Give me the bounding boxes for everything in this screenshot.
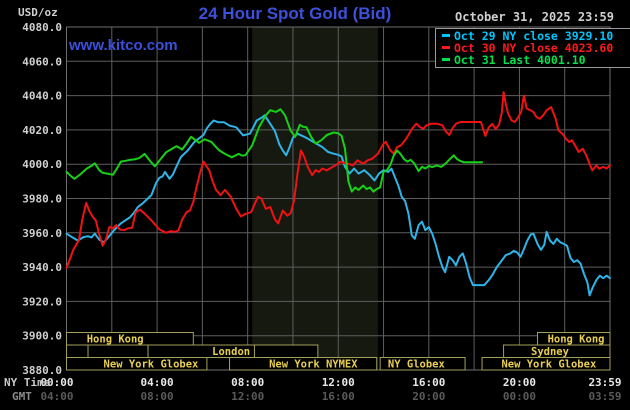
x-tick-ny-time: 20:00: [503, 376, 536, 389]
session-label: Hong Kong: [87, 334, 144, 346]
session-label: Hong Kong: [548, 334, 605, 346]
y-tick-label: 3960.0: [22, 227, 62, 240]
y-tick-label: 3920.0: [22, 295, 62, 308]
oct31-line-swatch-icon: [442, 58, 450, 61]
x-tick-ny-time: 08:00: [231, 376, 264, 389]
session-label: New York Globex: [104, 359, 200, 371]
x-tick-gmt: 00:00: [503, 390, 536, 403]
legend-box: Oct 29 NY close 3929.10 Oct 30 NY close …: [435, 28, 630, 68]
ny-time-axis-caption: NY Time: [4, 376, 51, 389]
session-box: [229, 357, 378, 371]
session-box: [379, 357, 466, 371]
session-box: [66, 344, 89, 358]
gmt-axis-caption: GMT: [12, 390, 32, 403]
legend-item-oct30: Oct 30 NY close 4023.60: [440, 42, 630, 54]
legend-item-oct31: Oct 31 Last 4001.10: [440, 54, 630, 66]
y-tick-label: 4080.0: [22, 21, 62, 34]
x-tick-ny-time: 00:00: [40, 376, 73, 389]
y-tick-label: 3940.0: [22, 261, 62, 274]
x-tick-gmt: 03:59: [588, 390, 621, 403]
y-tick-label: 3880.0: [22, 364, 62, 377]
session-label: NY Globex: [388, 359, 446, 371]
legend-label-oct31: Oct 31 Last 4001.10: [454, 53, 586, 67]
y-tick-label: 4000.0: [22, 158, 62, 171]
y-tick-label: 3980.0: [22, 193, 62, 206]
session-label: Sydney: [531, 346, 570, 358]
x-tick-gmt: 20:00: [412, 390, 445, 403]
y-tick-label: 3900.0: [22, 330, 62, 343]
session-box: [66, 357, 208, 371]
series-line-oct-29: [65, 114, 611, 297]
legend-label-oct29: Oct 29 NY close 3929.10: [454, 29, 614, 43]
x-tick-gmt: 04:00: [40, 390, 73, 403]
x-tick-gmt: 12:00: [231, 390, 264, 403]
x-tick-ny-time: 16:00: [412, 376, 445, 389]
x-tick-ny-time: 12:00: [322, 376, 355, 389]
session-box: [481, 357, 611, 371]
y-tick-label: 4040.0: [22, 90, 62, 103]
oct30-line-swatch-icon: [442, 46, 450, 49]
page-title: 24 Hour Spot Gold (Bid): [198, 4, 392, 23]
y-axis-units-label: USD/oz: [18, 6, 58, 19]
legend-item-oct29: Oct 29 NY close 3929.10: [440, 30, 630, 42]
x-tick-gmt: 08:00: [141, 390, 174, 403]
session-label: New York Globex: [501, 359, 597, 371]
x-tick-gmt: 16:00: [322, 390, 355, 403]
chart-datetime: October 31, 2025 23:59: [455, 10, 614, 24]
session-box: [87, 344, 149, 358]
x-tick-ny-time: 04:00: [141, 376, 174, 389]
y-tick-label: 4060.0: [22, 55, 62, 68]
session-label: London: [212, 346, 250, 358]
legend-label-oct30: Oct 30 NY close 4023.60: [454, 41, 614, 55]
x-tick-ny-time: 23:59: [588, 376, 621, 389]
session-label: New York NYMEX: [269, 359, 358, 371]
oct29-line-swatch-icon: [442, 34, 450, 37]
series-line-oct-31: [65, 108, 484, 193]
kitco-watermark: www.kitco.com: [69, 37, 178, 54]
y-tick-label: 4020.0: [22, 124, 62, 137]
session-box: [253, 344, 319, 358]
